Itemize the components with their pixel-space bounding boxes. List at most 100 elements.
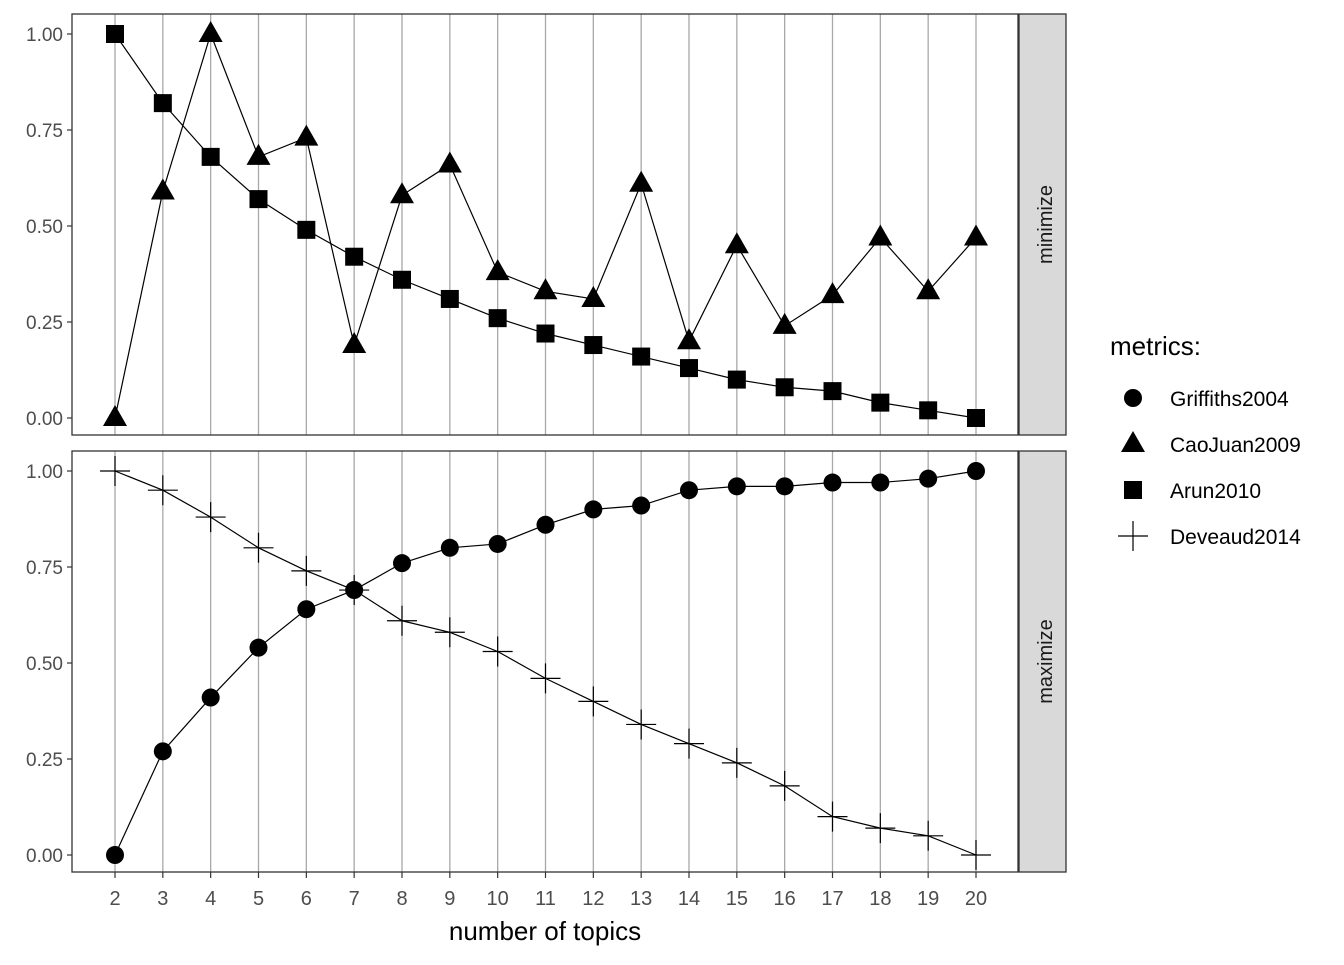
x-tick-label: 10 (487, 888, 509, 910)
panel-maximize: 0.00 0.25 0.50 0.75 1.00 maximize (26, 450, 1067, 873)
series-Deveaud2014 (100, 456, 991, 870)
panel-minimize: 0.00 0.25 0.50 0.75 1.00 minimize (26, 13, 1067, 436)
x-tick-label: 5 (253, 888, 264, 910)
data-point (291, 555, 322, 586)
data-point (721, 747, 752, 778)
data-point (345, 247, 364, 266)
data-point (632, 496, 651, 515)
data-point (629, 170, 654, 192)
data-point (249, 638, 268, 657)
data-point (581, 285, 606, 307)
data-point (868, 224, 893, 246)
data-point (294, 124, 319, 146)
x-tick-label: 6 (301, 888, 312, 910)
data-point (249, 190, 268, 209)
data-point (727, 477, 746, 496)
x-tick-label: 19 (917, 888, 939, 910)
x-tick-label: 9 (444, 888, 455, 910)
data-point (772, 312, 797, 334)
data-point (584, 336, 603, 355)
legend-title: metrics: (1110, 331, 1201, 361)
legend-key-circle (1124, 389, 1142, 407)
data-point (724, 232, 749, 254)
data-point (246, 143, 271, 165)
x-tick-label: 2 (109, 888, 120, 910)
x-tick-label: 20 (965, 888, 987, 910)
data-point (823, 473, 842, 492)
y-tick-label: 0.75 (26, 121, 63, 142)
data-point (440, 289, 459, 308)
data-point (201, 688, 220, 707)
data-point (674, 728, 704, 759)
data-point (393, 554, 411, 573)
series-CaoJuan2009 (103, 21, 988, 426)
data-point (437, 151, 462, 173)
facet-strip (1018, 450, 1067, 873)
data-point (440, 538, 459, 557)
x-tick-label: 18 (869, 888, 891, 910)
data-point (533, 278, 558, 300)
legend-label: Deveaud2014 (1170, 526, 1301, 549)
data-point (488, 309, 507, 328)
data-point (626, 709, 657, 740)
data-point (820, 282, 845, 304)
x-tick-label: 13 (630, 888, 652, 910)
data-point (823, 382, 842, 401)
data-point (201, 147, 220, 166)
data-point (485, 259, 510, 281)
y-tick-label: 0.25 (26, 313, 63, 334)
data-point (342, 332, 367, 354)
series-Arun2010 (106, 25, 985, 427)
x-tick-label: 12 (582, 888, 604, 910)
data-point (727, 370, 746, 389)
data-point (578, 686, 609, 717)
legend-key-plus (1118, 521, 1148, 551)
facet-strip-label: minimize (1035, 185, 1057, 264)
legend-label: CaoJuan2009 (1170, 434, 1301, 457)
data-point (775, 477, 794, 496)
y-tick-label: 0.00 (26, 409, 63, 430)
x-tick-label: 17 (821, 888, 843, 910)
data-point (153, 742, 172, 761)
data-point (775, 378, 794, 397)
legend-label: Arun2010 (1170, 480, 1261, 503)
data-point (680, 359, 698, 378)
data-point (530, 663, 561, 694)
x-tick-label: 16 (774, 888, 796, 910)
data-point (677, 328, 701, 350)
data-point (536, 324, 555, 343)
y-tick-label: 0.50 (26, 217, 63, 238)
x-tick-label: 8 (396, 888, 407, 910)
x-tick-label: 7 (349, 888, 360, 910)
x-tick-label: 4 (205, 888, 216, 910)
x-tick-label: 3 (157, 888, 168, 910)
data-point (297, 600, 316, 619)
data-point (871, 473, 890, 492)
legend-key-triangle (1121, 431, 1145, 452)
data-point (150, 178, 175, 200)
facet-strip (1018, 13, 1067, 436)
y-tick-label: 0.00 (26, 846, 63, 867)
x-tick-label: 15 (726, 888, 748, 910)
x-tick-label: 14 (678, 888, 700, 910)
data-point (680, 481, 698, 500)
data-point (769, 770, 800, 801)
data-point (106, 25, 124, 43)
data-point (106, 846, 124, 864)
data-point (961, 840, 991, 870)
data-point (195, 502, 226, 533)
data-point (198, 21, 223, 42)
data-point (393, 270, 411, 289)
y-tick-label: 1.00 (26, 25, 63, 46)
data-point (488, 534, 507, 553)
data-point (632, 347, 651, 366)
data-point (584, 500, 603, 519)
data-point (387, 605, 417, 636)
legend: Griffiths2004 CaoJuan2009 Arun2010 Deveaud2… (1118, 388, 1301, 551)
data-point (243, 532, 274, 563)
y-tick-label: 0.75 (26, 558, 63, 579)
x-axis-label: number of topics (449, 916, 641, 946)
data-point (964, 224, 988, 246)
y-tick-label: 1.00 (26, 462, 63, 483)
